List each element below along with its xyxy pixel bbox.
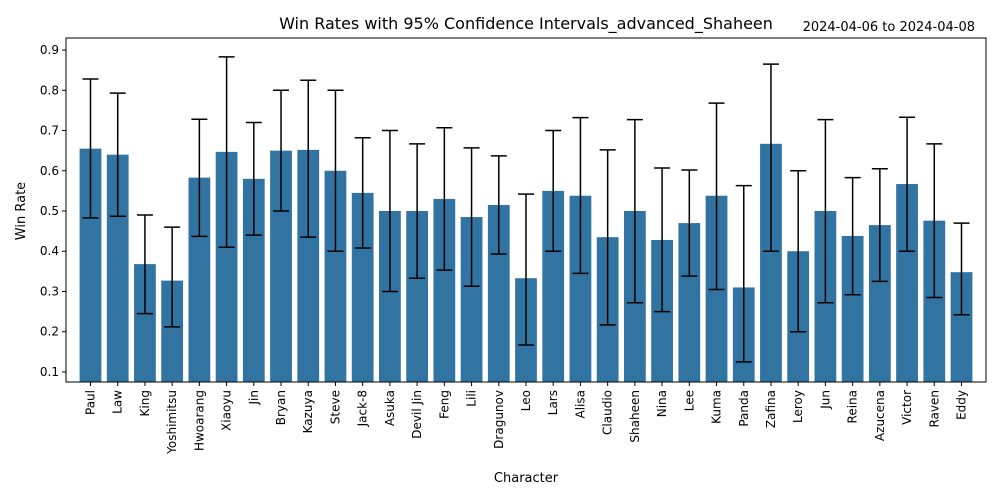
bar-feng [433, 198, 456, 382]
plot-area: 0.1 0.2 0.3 0.4 0.5 0.6 0.7 0.8 0.9 Paul Law King Yo… [40, 37, 987, 455]
x-tick-label: Hwoarang [192, 390, 206, 451]
chart-title: Win Rates with 95% Confidence Intervals_… [279, 14, 773, 34]
bar-jack-8 [351, 192, 374, 382]
bar-dragunov [487, 204, 510, 382]
x-tick-label: Eddy [955, 390, 969, 420]
y-tick-label: 0.3 [40, 284, 59, 298]
bar-zafina [760, 143, 782, 382]
x-tick-label: Azucena [873, 390, 887, 441]
x-tick-label: Kuma [710, 390, 724, 424]
x-axis-label: Character [494, 471, 559, 486]
x-tick-label: King [138, 390, 152, 416]
x-tick-label: Xiaoyu [220, 390, 234, 431]
x-tick-label: Victor [900, 390, 914, 425]
x-tick-label: Lee [682, 390, 696, 411]
bar-alisa [569, 195, 592, 382]
bar-steve [324, 170, 347, 382]
x-tick-label: Nina [655, 390, 669, 417]
bar-lars [542, 190, 565, 382]
bar-devil-jin [406, 211, 429, 382]
date-range-label: 2024-04-06 to 2024-04-08 [803, 20, 975, 35]
y-tick-label: 0.2 [40, 325, 59, 339]
bar-jin [242, 178, 265, 382]
y-tick-label: 0.5 [40, 204, 59, 218]
x-tick-label: Lars [546, 390, 560, 415]
y-tick-label: 0.7 [40, 124, 59, 138]
y-tick-label: 0.4 [40, 244, 59, 258]
x-tick-label: Feng [437, 390, 451, 419]
x-tick-label: Panda [737, 390, 751, 427]
y-tick-label: 0.9 [40, 43, 59, 57]
x-tick-label: Reina [846, 390, 860, 423]
x-tick-label: Leroy [791, 390, 805, 423]
x-tick-label: Leo [519, 390, 533, 411]
y-tick-label: 0.1 [40, 365, 59, 379]
x-tick-label: Lili [465, 390, 479, 407]
bar-victor [896, 184, 918, 382]
x-tick-label: Devil Jin [410, 390, 424, 439]
x-tick-label: Jack-8 [356, 390, 370, 427]
x-tick-label: Bryan [274, 390, 288, 425]
bar-paul [79, 148, 102, 382]
y-axis-label: Win Rate [14, 182, 29, 240]
x-tick-label: Steve [328, 390, 342, 424]
x-tick-label: Shaheen [628, 390, 642, 443]
bar-bryan [270, 150, 292, 382]
x-tick-label: Kazuya [301, 390, 315, 433]
bar-lili [460, 217, 483, 382]
bar-kazuya [297, 149, 320, 382]
bar-xiaoyu [215, 151, 238, 382]
bar-lee [678, 223, 701, 382]
bar-asuka [379, 211, 401, 382]
x-tick-label: Alisa [573, 390, 587, 418]
y-tick-label: 0.6 [40, 164, 59, 178]
bar-azucena [868, 225, 891, 382]
x-tick-label: Jun [818, 390, 832, 410]
x-tick-label: Raven [927, 390, 941, 428]
x-tick-label: Jin [247, 390, 261, 405]
bar-yoshimitsu [161, 280, 184, 382]
bar-raven [923, 220, 946, 382]
x-tick-label: Asuka [383, 390, 397, 426]
y-tick-label: 0.8 [40, 83, 59, 97]
bar-law [106, 154, 129, 382]
bar-hwoarang [188, 177, 211, 382]
x-tick-label: Yoshimitsu [165, 390, 179, 455]
x-tick-label: Zafina [764, 390, 778, 428]
bar-king [134, 264, 156, 382]
bar-reina [841, 235, 864, 382]
x-tick-label: Dragunov [492, 390, 506, 449]
x-tick-label: Law [111, 390, 125, 414]
x-tick-label: Paul [83, 390, 97, 415]
x-tick-label: Claudio [601, 390, 615, 435]
bar-eddy [950, 272, 973, 382]
